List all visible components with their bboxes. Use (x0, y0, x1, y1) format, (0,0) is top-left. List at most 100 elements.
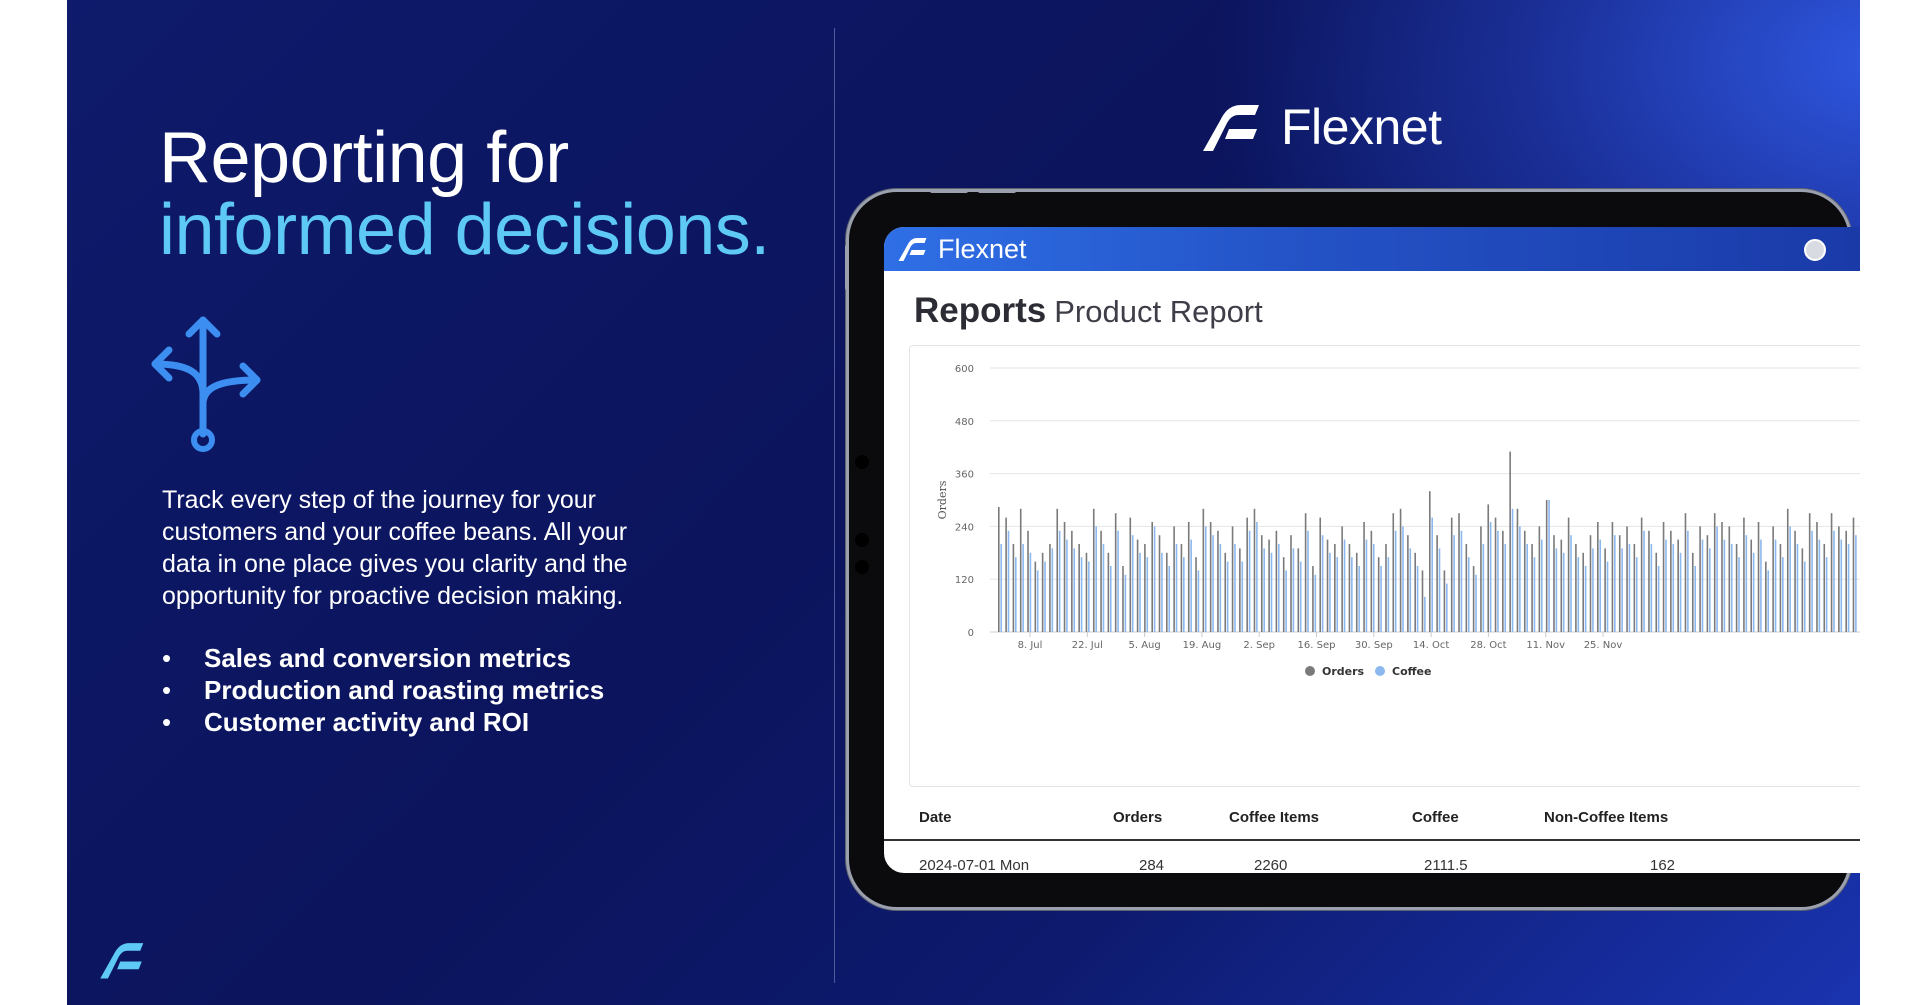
bar-coffee (1372, 544, 1375, 632)
col-coffee[interactable]: Coffee (1412, 809, 1459, 826)
tablet-camera (855, 455, 869, 469)
cell-orders: 284 (1139, 857, 1165, 873)
bar-coffee (1482, 544, 1485, 632)
bar-orders (1721, 522, 1723, 632)
x-tick-label: 28. Oct (1470, 640, 1506, 651)
bar-orders (1531, 544, 1533, 632)
legend-orders-swatch (1305, 666, 1315, 676)
headline-line2: informed decisions. (159, 190, 770, 270)
bar-coffee (1833, 530, 1835, 632)
bar-orders (1209, 522, 1212, 632)
bar-orders (1421, 570, 1424, 632)
bar-coffee (1183, 557, 1185, 632)
bar-orders (1027, 530, 1029, 632)
bar-orders (1487, 504, 1490, 632)
x-tick-label: 25. Nov (1584, 640, 1623, 651)
avatar[interactable] (1804, 239, 1826, 261)
bar-coffee (1015, 557, 1017, 632)
bar-orders (1202, 508, 1205, 632)
bar-orders (1429, 491, 1431, 632)
bar-coffee (1577, 557, 1580, 632)
bar-orders (1648, 530, 1650, 632)
bar-orders (1801, 548, 1804, 632)
bar-coffee (1022, 544, 1024, 632)
col-orders[interactable]: Orders (1113, 809, 1163, 826)
bar-coffee (1044, 561, 1046, 632)
app-screen: Flexnet Reports Product Report 0 120 240 360… (884, 227, 1860, 873)
bar-coffee (1555, 548, 1558, 632)
headline: Reporting for informed decisions. (159, 122, 770, 266)
y-tick-label: 0 (968, 628, 974, 639)
bar-orders (1735, 544, 1738, 632)
legend-coffee-label: Coffee (1392, 665, 1431, 678)
bar-orders (1604, 548, 1606, 632)
flexnet-logo-icon[interactable] (896, 236, 928, 262)
bar-orders (1830, 513, 1833, 632)
bar-orders (1538, 526, 1541, 632)
x-tick-label: 5. Aug (1128, 640, 1160, 651)
bar-orders (1187, 522, 1190, 632)
bar-coffee (1095, 526, 1097, 632)
bar-orders (1092, 508, 1095, 632)
bar-coffee (1855, 535, 1857, 632)
bar-orders (1633, 544, 1636, 632)
y-axis-label: Orders (936, 480, 949, 519)
bar-coffee (1248, 530, 1251, 632)
bar-coffee (1190, 539, 1192, 632)
bar-orders (1129, 517, 1132, 632)
bar-coffee (1657, 566, 1660, 632)
bar-orders (1012, 544, 1015, 632)
bar-coffee (1299, 561, 1302, 632)
col-date[interactable]: Date (919, 809, 952, 826)
bar-coffee (1672, 544, 1675, 632)
divider (834, 28, 835, 983)
bar-orders (1772, 526, 1774, 632)
bar-coffee (1533, 557, 1536, 632)
bar-orders (1166, 552, 1168, 632)
bar-orders (1699, 526, 1701, 632)
bar-orders (1399, 508, 1402, 632)
bar-coffee (1628, 544, 1631, 632)
bar-coffee (1226, 561, 1229, 632)
bar-orders (1743, 517, 1745, 632)
bar-coffee (1380, 566, 1382, 632)
bar-orders (1852, 517, 1855, 632)
bar-orders (1472, 566, 1475, 632)
table-row[interactable]: 2024-07-01 Mon 284 2260 2111.5 162 (884, 841, 1860, 873)
bar-coffee (1234, 544, 1236, 632)
bar-coffee (1321, 535, 1324, 632)
bar-coffee (1241, 561, 1244, 632)
bar-orders (1180, 544, 1183, 632)
bar-coffee (1139, 552, 1141, 632)
bar-orders (1158, 535, 1161, 632)
bar-coffee (1416, 566, 1419, 632)
col-non-coffee[interactable]: Non-Coffee Items (1544, 809, 1669, 826)
bar-orders (1385, 544, 1387, 632)
bar-orders (1136, 539, 1139, 632)
page-subtitle: Product Report (1054, 294, 1263, 329)
bar-orders (1786, 508, 1789, 632)
bar-coffee (1102, 544, 1105, 632)
bar-orders (1465, 544, 1468, 632)
flexnet-logo-icon (100, 943, 144, 979)
bar-orders (1246, 517, 1248, 632)
bullet-marker: • (162, 643, 172, 673)
bar-coffee (1504, 544, 1507, 632)
bar-coffee (1475, 574, 1477, 632)
bar-orders (1728, 526, 1731, 632)
bullet-marker: • (162, 675, 172, 705)
bar-coffee (1351, 557, 1353, 632)
bar-orders (1049, 544, 1051, 632)
bar-coffee (1526, 544, 1528, 632)
bar-orders (1114, 513, 1117, 632)
bar-coffee (1146, 557, 1149, 632)
bar-coffee (1460, 530, 1463, 632)
col-coffee-items[interactable]: Coffee Items (1229, 809, 1320, 826)
bar-orders (1523, 530, 1526, 632)
bullet-list: • Sales and conversion metrics • Productio… (162, 642, 604, 738)
bar-orders (1779, 544, 1782, 632)
bar-coffee (1402, 526, 1404, 632)
legend-coffee-swatch (1375, 666, 1385, 676)
bar-coffee (1314, 574, 1317, 632)
bar-coffee (1446, 583, 1448, 632)
